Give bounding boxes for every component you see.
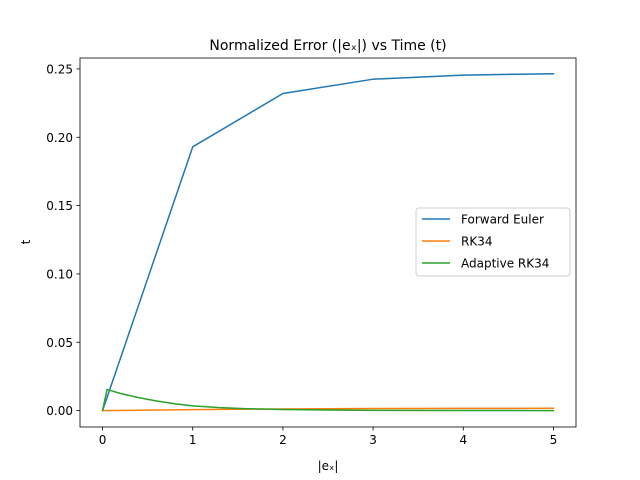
series-line-1: [101, 407, 555, 412]
legend-label-0: Forward Euler: [461, 213, 544, 227]
x-tick-label: 3: [369, 433, 377, 447]
y-axis: 0.00 0.05 0.10 0.15 0.20 0.25: [46, 62, 80, 418]
legend: Forward Euler RK34 Adaptive RK34: [415, 207, 571, 277]
y-tick-label: 0.05: [46, 336, 73, 350]
legend-box: [415, 207, 571, 277]
series-line-0: [101, 72, 555, 412]
series-line-2: [101, 388, 555, 412]
chart-title: Normalized Error (|eₓ|) vs Time (t): [209, 38, 446, 54]
x-axis: 0 1 2 3 4 5: [99, 427, 558, 447]
y-axis-title: t: [19, 239, 33, 244]
y-tick-label: 0.25: [46, 62, 73, 76]
y-tick-label: 0.00: [46, 404, 73, 418]
plot-frame: [79, 57, 577, 428]
plot-area: [79, 57, 577, 428]
legend-label-2: Adaptive RK34: [461, 257, 549, 271]
y-tick-label: 0.15: [46, 199, 73, 213]
x-tick-label: 1: [189, 433, 197, 447]
x-tick-label: 4: [459, 433, 467, 447]
x-axis-title: |eₓ|: [318, 459, 339, 473]
y-tick-label: 0.10: [46, 267, 73, 281]
x-tick-label: 5: [550, 433, 558, 447]
y-tick-label: 0.20: [46, 131, 73, 145]
x-tick-label: 2: [279, 433, 287, 447]
legend-label-1: RK34: [461, 235, 492, 249]
x-tick-label: 0: [99, 433, 107, 447]
